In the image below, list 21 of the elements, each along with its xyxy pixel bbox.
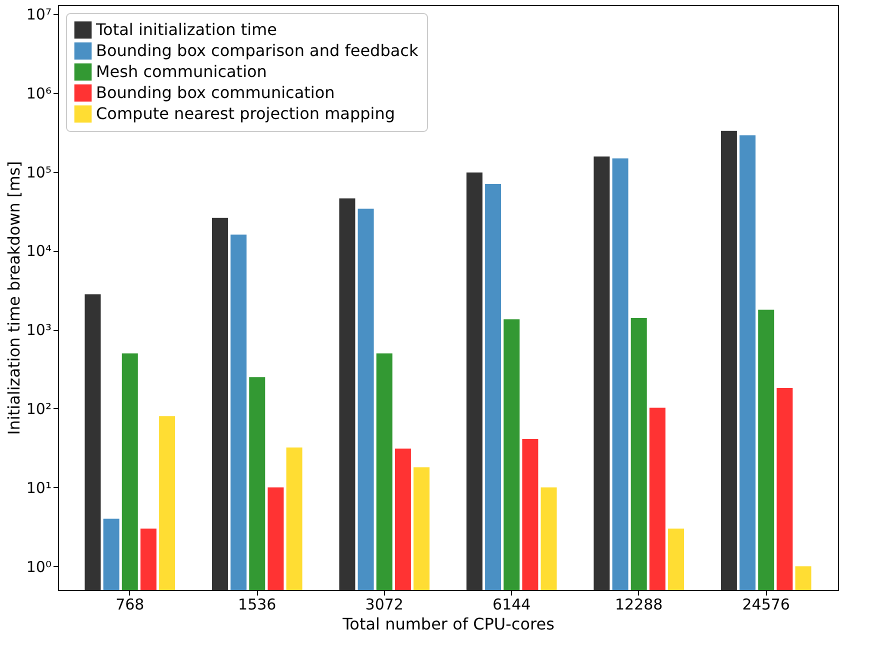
- legend-label: Bounding box comparison and feedback: [96, 41, 419, 60]
- y-tick-label: 10³: [26, 321, 52, 340]
- x-tick-label: 24576: [742, 596, 790, 614]
- y-tick-label: 10¹: [26, 478, 52, 497]
- y-axis-title: Initialization time breakdown [ms]: [4, 161, 24, 435]
- y-tick-label: 10⁶: [26, 84, 52, 102]
- x-tick-label: 1536: [238, 596, 276, 614]
- y-tick-label: 10⁴: [26, 242, 52, 260]
- x-tick-label: 6144: [492, 596, 531, 614]
- x-axis-title: Total number of CPU-cores: [342, 614, 554, 634]
- x-tick-label: 3072: [365, 596, 404, 614]
- legend-label: Bounding box communication: [96, 83, 335, 102]
- y-tick-label: 10⁰: [26, 558, 52, 576]
- y-tick-label: 10⁵: [26, 163, 52, 182]
- y-tick-label: 10⁷: [26, 5, 52, 24]
- x-tick-label: 768: [116, 596, 144, 614]
- legend-label: Total initialization time: [95, 20, 277, 39]
- legend-label: Mesh communication: [96, 62, 267, 81]
- y-tick-label: 10²: [26, 400, 52, 418]
- x-tick-label: 12288: [615, 596, 663, 614]
- legend-label: Compute nearest projection mapping: [96, 104, 396, 123]
